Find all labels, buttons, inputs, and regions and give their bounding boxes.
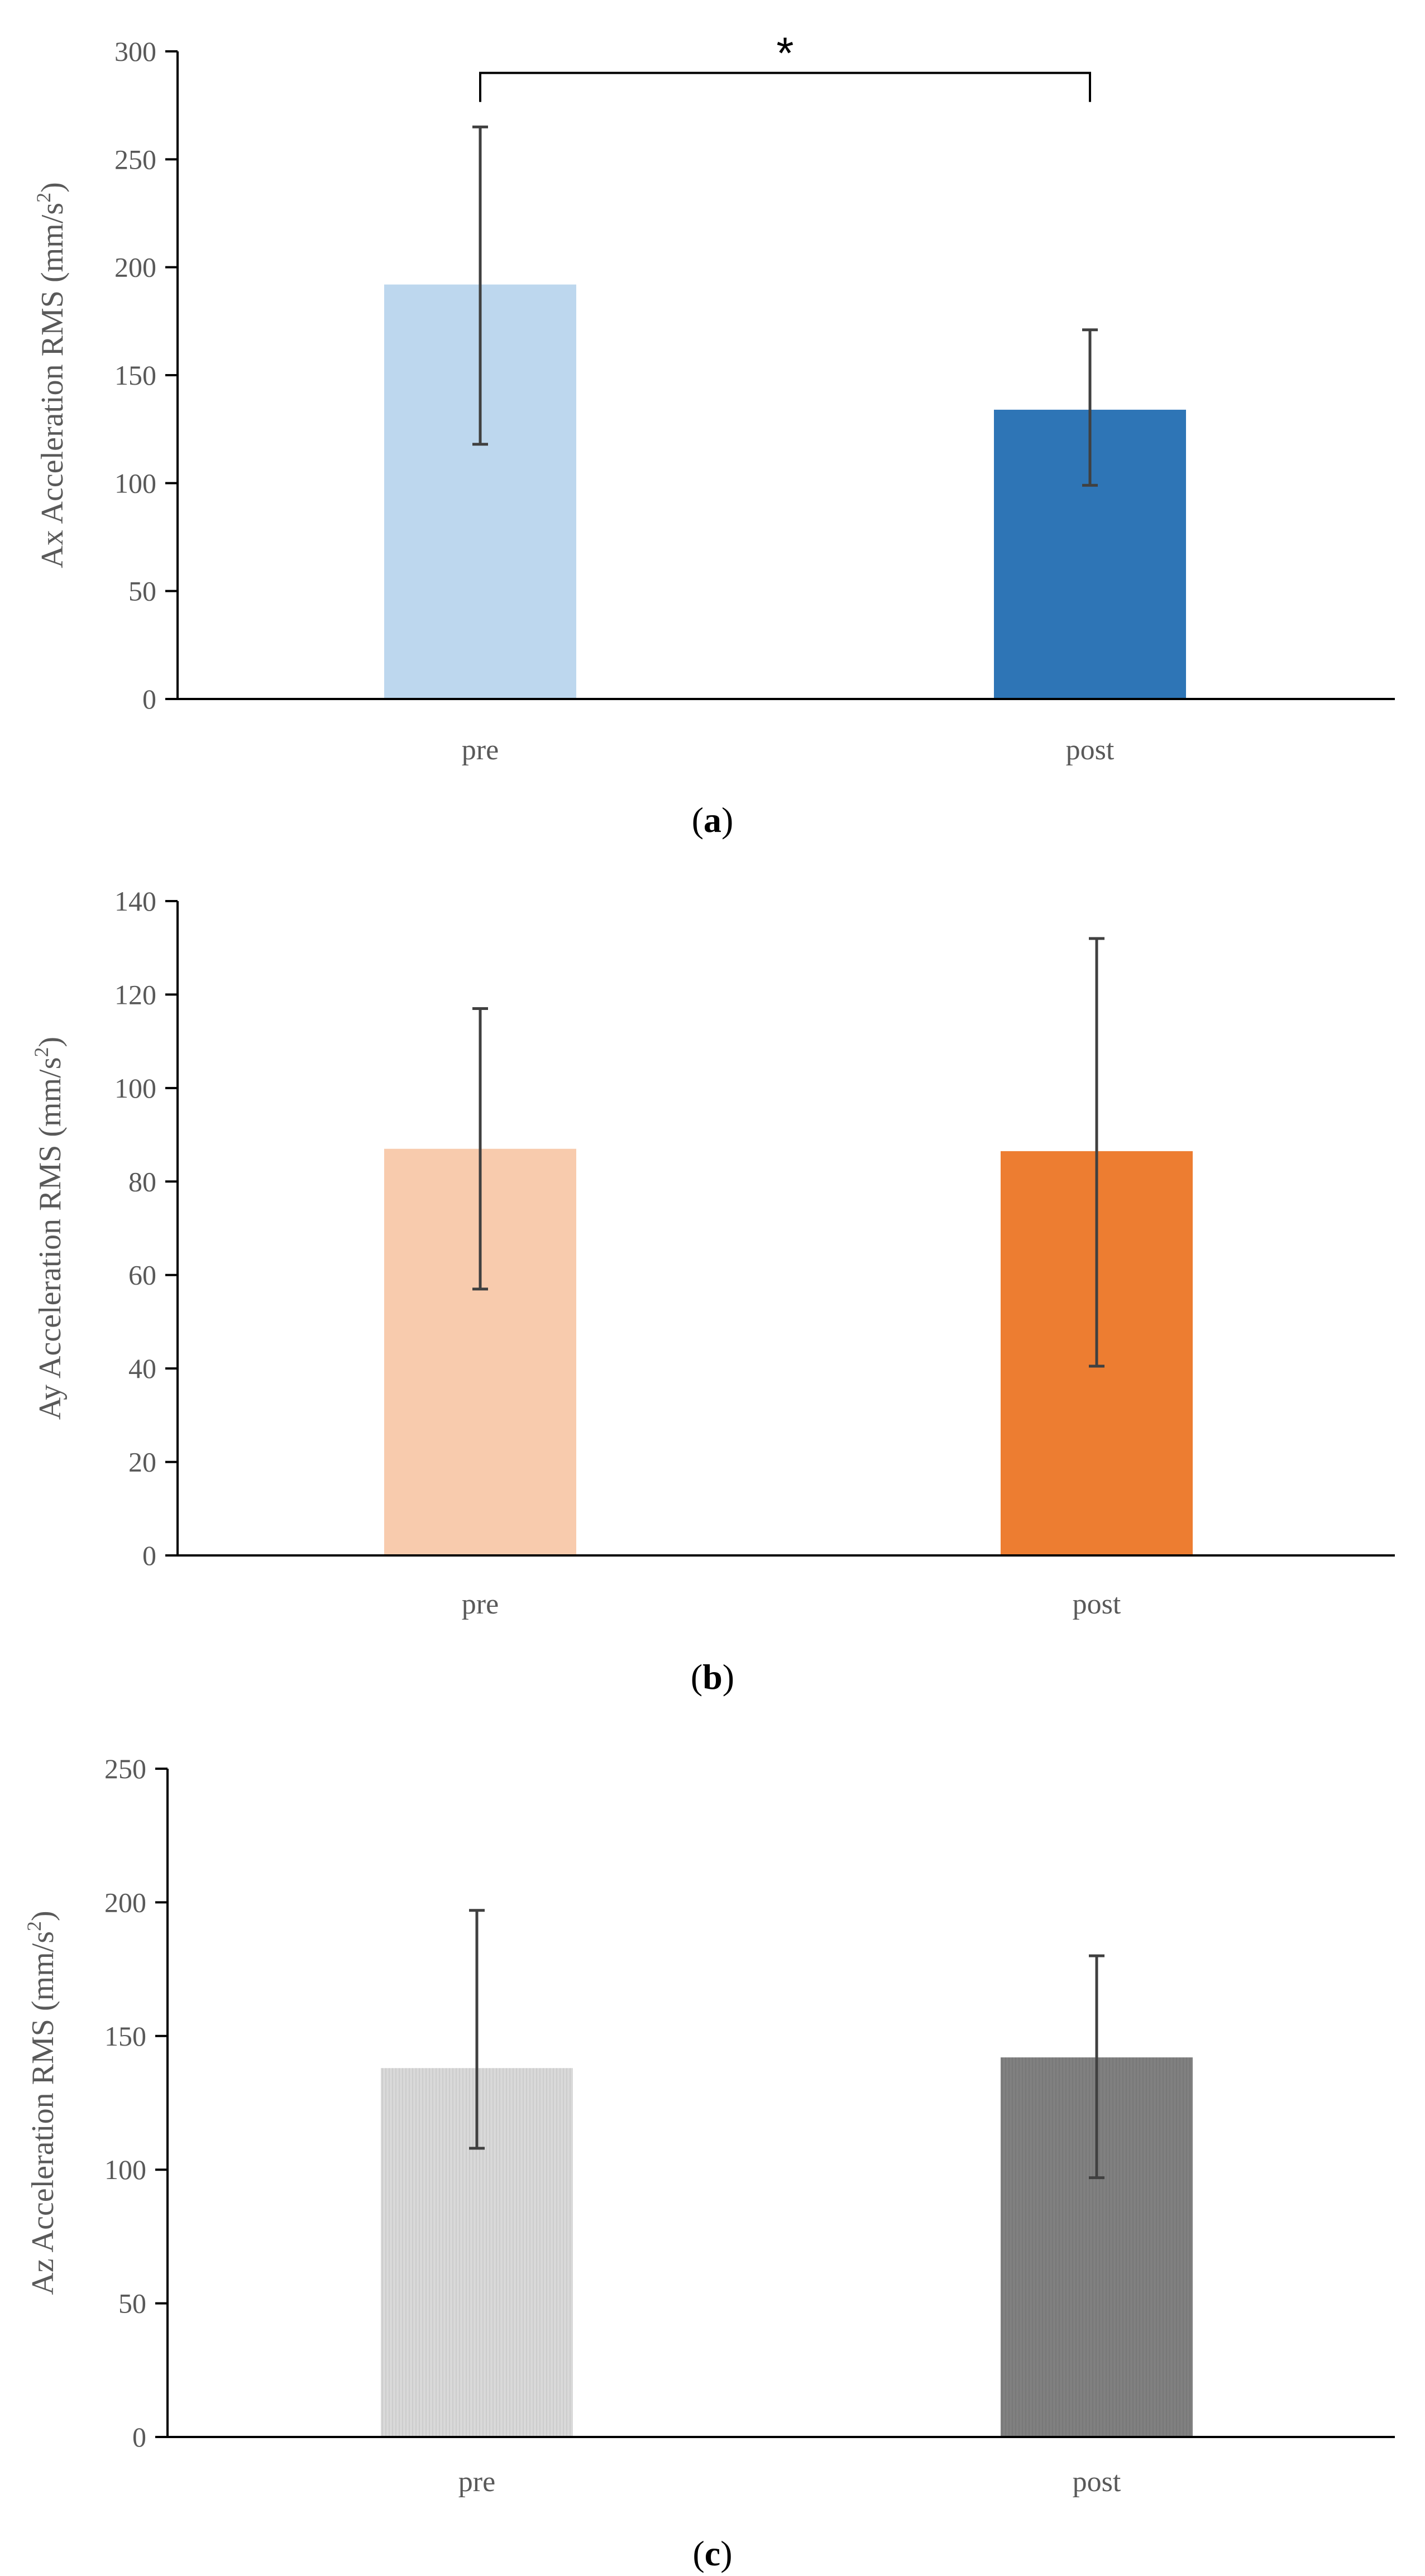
y-axis-title: Ay Acceleration RMS (mm/s2) bbox=[30, 1037, 68, 1420]
chart-panel-c: 0 50 100 150 200 250 Az Acceleration RMS (mm/s… bbox=[23, 1753, 1395, 2573]
y-tick-label: 0 bbox=[132, 2421, 146, 2453]
x-category-label-post: post bbox=[1073, 2466, 1121, 2498]
y-tick-label: 100 bbox=[104, 2154, 146, 2185]
panel-caption-open: ( bbox=[691, 1657, 702, 1697]
x-category-label-pre: pre bbox=[462, 734, 499, 766]
panel-caption-open: ( bbox=[692, 2534, 704, 2573]
panel-caption-letter: c bbox=[705, 2534, 720, 2573]
y-tick-label: 200 bbox=[104, 1886, 146, 1918]
y-tick-label: 250 bbox=[114, 143, 156, 175]
y-axis-title-end: ) bbox=[26, 1911, 60, 1921]
y-axis-title-main: Ax Acceleration RMS (mm/s bbox=[35, 203, 70, 568]
significance-bracket bbox=[479, 71, 1091, 102]
y-axis-title-end: ) bbox=[35, 182, 70, 193]
panel-caption: (b) bbox=[691, 1657, 734, 1697]
y-tick-label: 250 bbox=[104, 1753, 146, 1784]
y-tick-label: 50 bbox=[118, 2288, 146, 2319]
y-axis-title-main: Az Acceleration RMS (mm/s bbox=[26, 1931, 60, 2295]
x-category-label-pre: pre bbox=[458, 2466, 495, 2498]
y-tick-label: 80 bbox=[128, 1166, 156, 1197]
panel-caption-letter: b bbox=[702, 1657, 723, 1697]
panel-caption: (a) bbox=[692, 800, 734, 840]
y-tick-label: 120 bbox=[114, 979, 156, 1010]
y-tick-label: 0 bbox=[142, 1540, 156, 1571]
panel-caption-close: ) bbox=[721, 800, 733, 840]
y-tick-label: 300 bbox=[114, 36, 156, 67]
y-tick-label: 0 bbox=[142, 683, 156, 715]
y-tick-label: 150 bbox=[104, 2020, 146, 2052]
panel-caption-close: ) bbox=[720, 2534, 732, 2573]
y-axis-title-superscript: 2 bbox=[23, 1921, 45, 1931]
y-tick-label: 40 bbox=[128, 1353, 156, 1384]
y-tick-label: 150 bbox=[114, 360, 156, 391]
y-tick-label: 50 bbox=[128, 576, 156, 607]
y-tick-label: 60 bbox=[128, 1260, 156, 1291]
chart-panel-b: 0 20 40 60 80 100 120 140 Ay Acceleration RMS (m… bbox=[30, 885, 1395, 1697]
y-axis-title: Az Acceleration RMS (mm/s2) bbox=[23, 1911, 60, 2295]
y-axis-title-end: ) bbox=[33, 1037, 68, 1047]
x-category-label-post: post bbox=[1066, 734, 1115, 766]
y-tick-label: 100 bbox=[114, 467, 156, 499]
chart-panel-a: 0 50 100 150 200 250 300 Ax Acceleration RMS (m… bbox=[32, 28, 1395, 840]
y-axis-title-superscript: 2 bbox=[30, 1047, 52, 1057]
y-tick-label: 140 bbox=[114, 885, 156, 917]
y-axis-title: Ax Acceleration RMS (mm/s2) bbox=[32, 182, 70, 568]
x-category-label-pre: pre bbox=[462, 1588, 499, 1620]
panel-caption: (c) bbox=[692, 2534, 732, 2573]
panel-caption-open: ( bbox=[692, 800, 704, 840]
y-tick-label: 100 bbox=[114, 1072, 156, 1104]
y-axis-title-superscript: 2 bbox=[32, 193, 55, 203]
panel-caption-close: ) bbox=[723, 1657, 734, 1697]
y-tick-label: 200 bbox=[114, 252, 156, 283]
y-axis-title-main: Ay Acceleration RMS (mm/s bbox=[33, 1057, 68, 1420]
significance-marker: * bbox=[776, 28, 793, 78]
y-tick-label: 20 bbox=[128, 1447, 156, 1478]
panel-caption-letter: a bbox=[704, 800, 721, 840]
x-category-label-post: post bbox=[1073, 1588, 1121, 1620]
